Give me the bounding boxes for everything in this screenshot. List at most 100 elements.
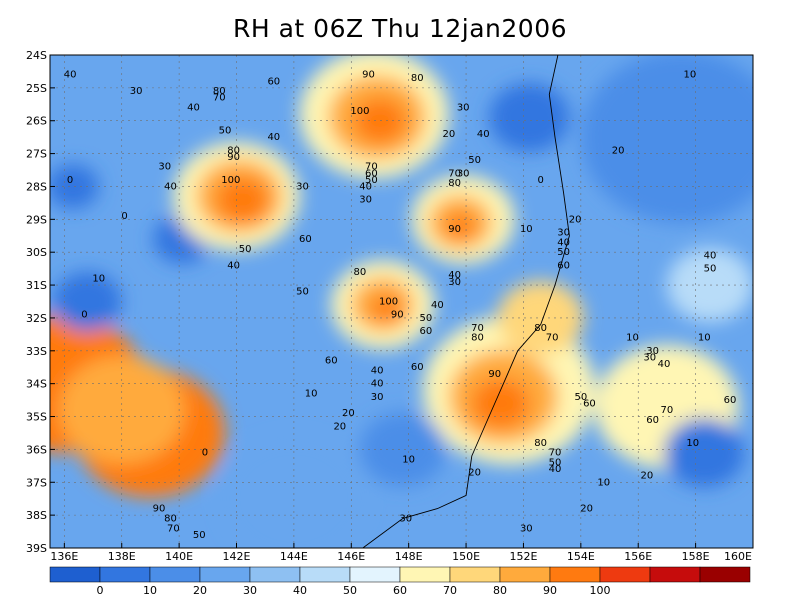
contour-label: 60: [411, 362, 424, 373]
contour-label: 80: [354, 267, 367, 278]
colorbar-swatch: [449, 566, 501, 583]
contour-label: 80: [411, 73, 424, 84]
contour-label: 10: [686, 438, 699, 449]
contour-label: 100: [379, 297, 398, 308]
lat-tick-label: 30S: [26, 246, 47, 259]
contour-label: 40: [448, 270, 461, 281]
contour-label: 50: [574, 392, 587, 403]
rh-field-27: [222, 437, 366, 548]
contour-label: 90: [153, 504, 166, 515]
contour-label: 10: [402, 454, 415, 465]
colorbar-swatch: [649, 566, 701, 583]
contour-label: 0: [67, 175, 73, 186]
colorbar-swatch: [49, 566, 101, 583]
contour-label: 60: [420, 326, 433, 337]
contour-label: 70: [167, 523, 180, 534]
colorbar-swatch: [249, 566, 301, 583]
contour-label: 60: [583, 398, 596, 409]
latitude-axis: 24S 25S 26S 27S 28S 29S 30S 31S 32S 33S 34S 35S 36S 3…: [26, 49, 55, 555]
rh-field-7: [216, 177, 269, 222]
coastline-path: [362, 55, 570, 548]
contour-label: 40: [549, 464, 562, 475]
colorbar-swatch: [549, 566, 601, 583]
colorbar-swatch: [699, 566, 751, 583]
lat-tick-label: 28S: [26, 180, 47, 193]
contour-label: 40: [557, 237, 570, 248]
contour-label: 20: [468, 467, 481, 478]
contour-label: 30: [646, 346, 659, 357]
contour-label: 40: [431, 300, 444, 311]
contour-label: 80: [534, 323, 547, 334]
contour-label: 80: [448, 178, 461, 189]
rh-field-22: [666, 248, 753, 323]
contour-label: 10: [92, 273, 105, 284]
rh-field-16: [371, 295, 401, 321]
contour-label: 90: [448, 224, 461, 235]
colorbar-label: 50: [343, 584, 357, 597]
contour-label: 0: [202, 448, 208, 459]
contour-label: 20: [580, 504, 593, 515]
colorbar-label: 100: [590, 584, 611, 597]
lat-tick-label: 37S: [26, 476, 47, 489]
contour-label: 40: [658, 359, 671, 370]
contour-label: 30: [399, 513, 412, 524]
lat-tick-label: 27S: [26, 148, 47, 161]
lon-tick-label: 158E: [682, 550, 710, 563]
rh-field-28: [580, 55, 753, 224]
contour-label: 20: [342, 408, 355, 419]
colorbar-swatch: [299, 566, 351, 583]
rh-field-20: [497, 280, 584, 355]
contour-label: 10: [305, 389, 318, 400]
contour-label: 40: [371, 366, 384, 377]
colorbar: 0 10 20 30 40 50 60 70 80 90 100: [49, 566, 751, 597]
colorbar-label: 20: [193, 584, 207, 597]
contour-label: 70: [213, 93, 226, 104]
lon-tick-label: 142E: [223, 550, 251, 563]
contour-label: 30: [448, 277, 461, 288]
lat-tick-label: 29S: [26, 213, 47, 226]
rh-field-19: [471, 378, 530, 429]
contour-label: 70: [549, 448, 562, 459]
contour-label: 50: [296, 287, 309, 298]
contour-label: 30: [296, 181, 309, 192]
lon-tick-label: 140E: [165, 550, 193, 563]
lat-tick-label: 33S: [26, 345, 47, 358]
rh-field-25: [52, 271, 122, 332]
contour-label: 40: [477, 129, 490, 140]
contour-label: 70: [546, 333, 559, 344]
contour-label: 30: [130, 86, 143, 97]
contour-label: 70: [661, 405, 674, 416]
contour-label: 90: [488, 369, 501, 380]
colorbar-label: 60: [393, 584, 407, 597]
colorbar-label: 30: [243, 584, 257, 597]
contour-label: 10: [520, 224, 533, 235]
contour-label: 50: [549, 458, 562, 469]
lat-tick-label: 32S: [26, 312, 47, 325]
plot-frame: [49, 54, 754, 549]
lon-tick-label: 136E: [50, 550, 78, 563]
contour-label: 50: [239, 244, 252, 255]
lat-tick-label: 38S: [26, 509, 47, 522]
contour-label: 60: [365, 168, 378, 179]
contour-label: 20: [442, 129, 455, 140]
contour-label: 50: [219, 126, 232, 137]
contour-label: 80: [227, 145, 240, 156]
contour-label: 20: [569, 214, 582, 225]
colorbar-label: 80: [493, 584, 507, 597]
contour-label: 10: [597, 477, 610, 488]
contour-label: 10: [684, 70, 697, 81]
colorbar-swatch: [599, 566, 651, 583]
contour-label: 10: [698, 333, 711, 344]
contour-label: 60: [325, 356, 338, 367]
contour-label: 60: [557, 260, 570, 271]
lon-tick-label: 138E: [108, 550, 136, 563]
contour-label: 50: [365, 175, 378, 186]
contour-label: 100: [221, 175, 240, 186]
colorbar-label: 0: [97, 584, 104, 597]
lat-tick-label: 36S: [26, 443, 47, 456]
contour-label: 90: [391, 310, 404, 321]
rh-fields: [50, 55, 753, 548]
contour-label: 60: [724, 395, 737, 406]
